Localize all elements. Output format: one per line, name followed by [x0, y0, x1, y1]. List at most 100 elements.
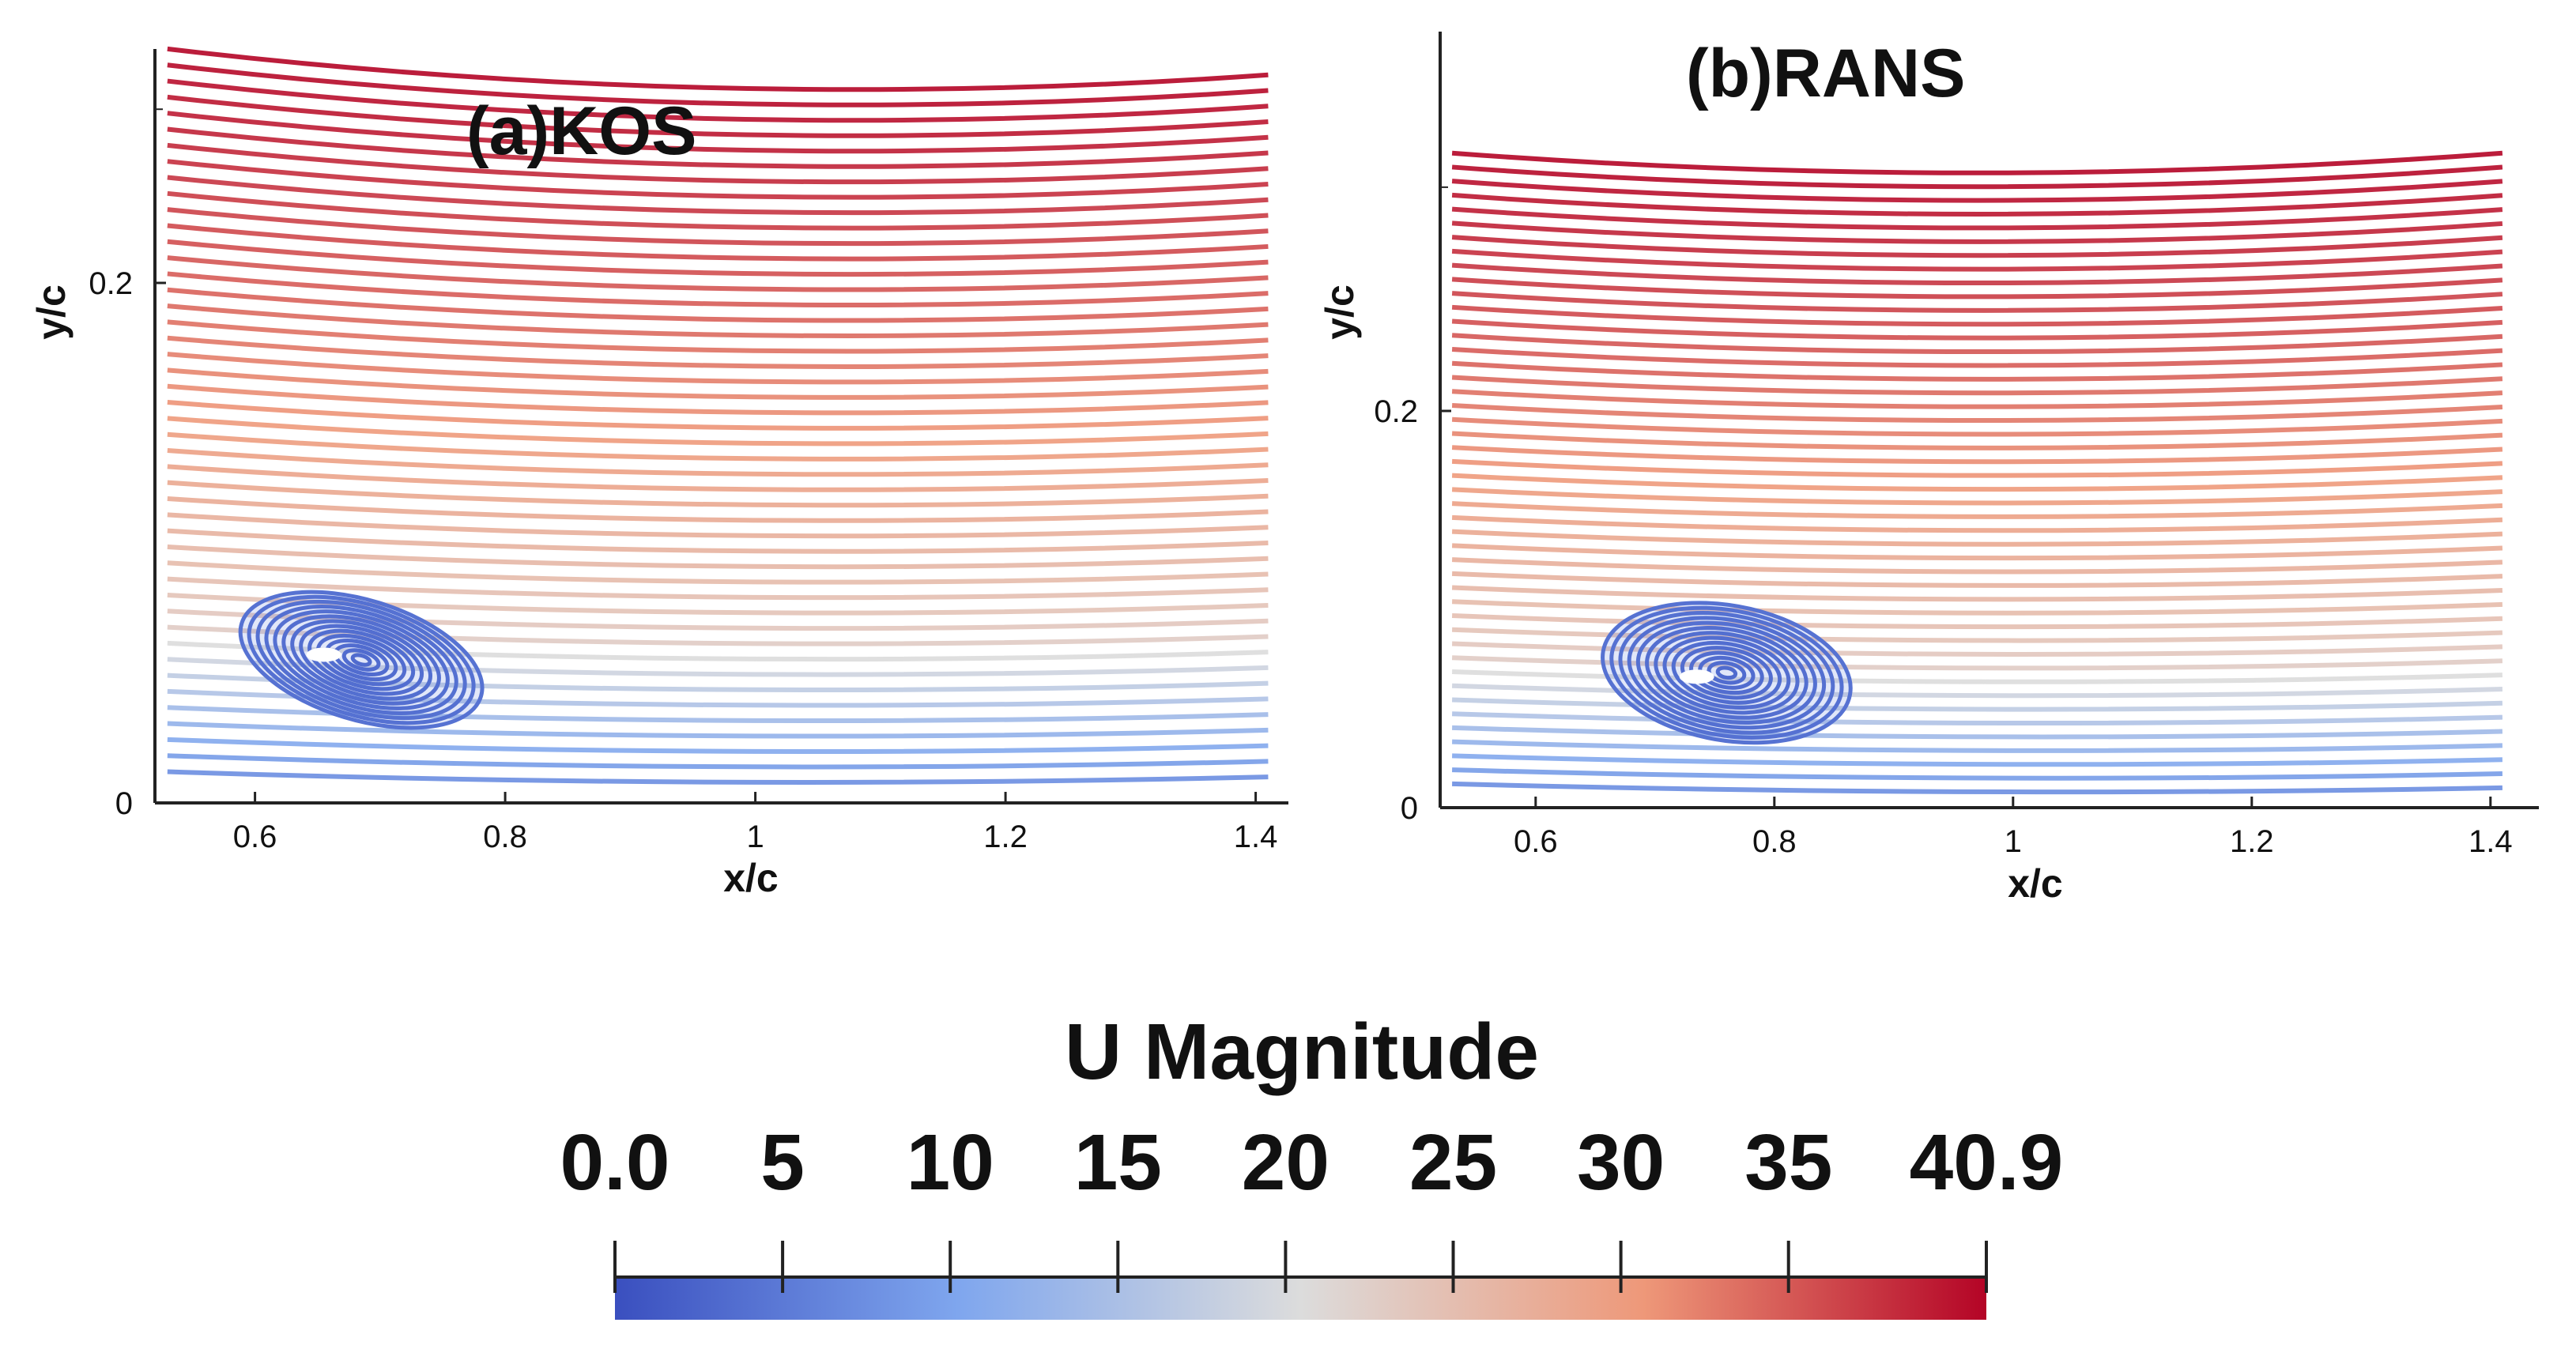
rans-x-axis-title: x/c [2008, 861, 2063, 906]
rans-vortex-ring [1680, 646, 1773, 700]
rans-x-ticks: 0.6 0.8 1 1.2 1.4 [1514, 797, 2513, 859]
rans-x-tick-label: 1.2 [2230, 824, 2274, 859]
rans-streamline [1451, 458, 2503, 478]
kos-panel-title: (a)KOS [466, 93, 696, 169]
kos-y-tick-label: 0 [115, 786, 133, 821]
rans-streamline [1451, 235, 2503, 258]
kos-x-tick-label: 0.6 [233, 820, 277, 854]
kos-streamline [167, 400, 1269, 431]
panel-rans: 0.6 0.8 1 1.2 1.4 00.2 (b)RANS x/c y/c [1318, 32, 2539, 906]
kos-streamline [167, 255, 1269, 292]
rans-streamline [1451, 304, 2503, 327]
rans-streamline [1451, 389, 2503, 409]
rans-x-tick-label: 1 [2005, 824, 2022, 859]
kos-streamline [167, 78, 1269, 123]
rans-streamline [1451, 655, 2502, 671]
rans-streamline [1452, 781, 2502, 795]
colorbar-tick-label: 15 [1074, 1118, 1162, 1207]
rans-streamline [1451, 557, 2503, 575]
kos-streamline [167, 464, 1269, 492]
rans-streamline [1451, 318, 2503, 341]
rans-streamline [1451, 641, 2502, 657]
rans-y-ticks: 00.2 [1374, 186, 1451, 826]
rans-streamline [1451, 514, 2503, 533]
kos-vortex-ring [307, 628, 416, 691]
rans-vortex-ring [1662, 635, 1791, 710]
rans-x-tick-label: 1.4 [2469, 824, 2513, 859]
rans-streamline [1451, 402, 2503, 424]
kos-streamline [167, 609, 1269, 631]
kos-streamlines [167, 46, 1269, 785]
rans-streamline [1451, 164, 2503, 190]
kos-streamline [167, 111, 1269, 154]
kos-x-axis-title: x/c [723, 856, 779, 900]
rans-streamline [1451, 360, 2503, 382]
colorbar-tick-label: 0.0 [560, 1118, 669, 1207]
rans-x-tick-label: 0.6 [1514, 824, 1558, 859]
kos-streamline [167, 335, 1269, 369]
kos-streamline [167, 207, 1269, 247]
kos-streamline [167, 175, 1269, 216]
colorbar-tick-label: 5 [760, 1118, 805, 1207]
kos-streamline [167, 753, 1269, 770]
kos-vortex-ring [255, 599, 467, 721]
colorbar-tick-label: 25 [1409, 1118, 1497, 1207]
kos-streamline [167, 737, 1269, 754]
rans-streamline [1452, 697, 2502, 712]
kos-vortex-ring [341, 648, 381, 672]
colorbar-tick-label: 40.9 [1910, 1118, 2064, 1207]
rans-streamline [1451, 192, 2503, 217]
rans-streamline [1451, 416, 2503, 437]
kos-x-tick-label: 0.8 [483, 820, 527, 854]
colorbar-gradient [615, 1277, 1986, 1320]
kos-streamline [167, 576, 1269, 601]
rans-vortex-core [1679, 669, 1714, 684]
kos-y-tick-label: 0.2 [89, 266, 133, 301]
colorbar-tick-label: 20 [1242, 1118, 1329, 1207]
kos-streamline [167, 142, 1269, 185]
rans-streamline [1451, 543, 2503, 561]
rans-streamline [1451, 179, 2503, 203]
kos-streamline [167, 94, 1269, 138]
rans-vortex-ring [1609, 605, 1844, 740]
rans-streamline [1452, 767, 2502, 781]
rans-y-tick-label: 0 [1401, 791, 1418, 826]
kos-vortex-ring [273, 609, 450, 710]
kos-streamline [167, 544, 1269, 570]
kos-streamline [167, 496, 1269, 523]
rans-vortex-ring [1618, 611, 1835, 735]
rans-streamline [1451, 529, 2503, 547]
rans-streamline [1451, 375, 2503, 396]
kos-streamline [167, 319, 1269, 354]
kos-streamline [167, 46, 1269, 92]
kos-streamline [167, 367, 1269, 400]
kos-streamline [167, 721, 1269, 739]
rans-streamline [1452, 725, 2502, 740]
rans-streamline [1451, 473, 2503, 492]
kos-streamline [167, 624, 1269, 646]
kos-streamline [167, 62, 1269, 107]
kos-streamline [167, 126, 1269, 169]
kos-y-axis-title: y/c [29, 284, 74, 340]
kos-streamline [167, 657, 1269, 677]
kos-streamline [167, 383, 1269, 416]
kos-recirculation-vortex [238, 590, 485, 730]
colorbar-tick-label: 10 [907, 1118, 994, 1207]
rans-streamline [1451, 571, 2503, 588]
rans-streamline [1451, 445, 2503, 465]
kos-streamline [167, 159, 1269, 200]
rans-streamline [1451, 277, 2503, 300]
rans-y-axis-title: y/c [1318, 284, 1362, 340]
kos-streamline [167, 528, 1269, 554]
colorbar: U Magnitude 0.0 5 10 15 20 25 30 35 40.9 [560, 1008, 2063, 1320]
kos-x-tick-label: 1.2 [983, 820, 1028, 854]
rans-streamline [1451, 487, 2503, 506]
kos-streamline [167, 769, 1269, 785]
rans-vortex-ring [1671, 640, 1782, 705]
kos-streamline [167, 560, 1269, 585]
kos-streamline [167, 448, 1269, 477]
rans-streamline [1452, 753, 2502, 767]
rans-vortex-ring [1698, 655, 1756, 690]
rans-streamline [1451, 613, 2503, 630]
rans-vortex-ring [1707, 661, 1747, 685]
